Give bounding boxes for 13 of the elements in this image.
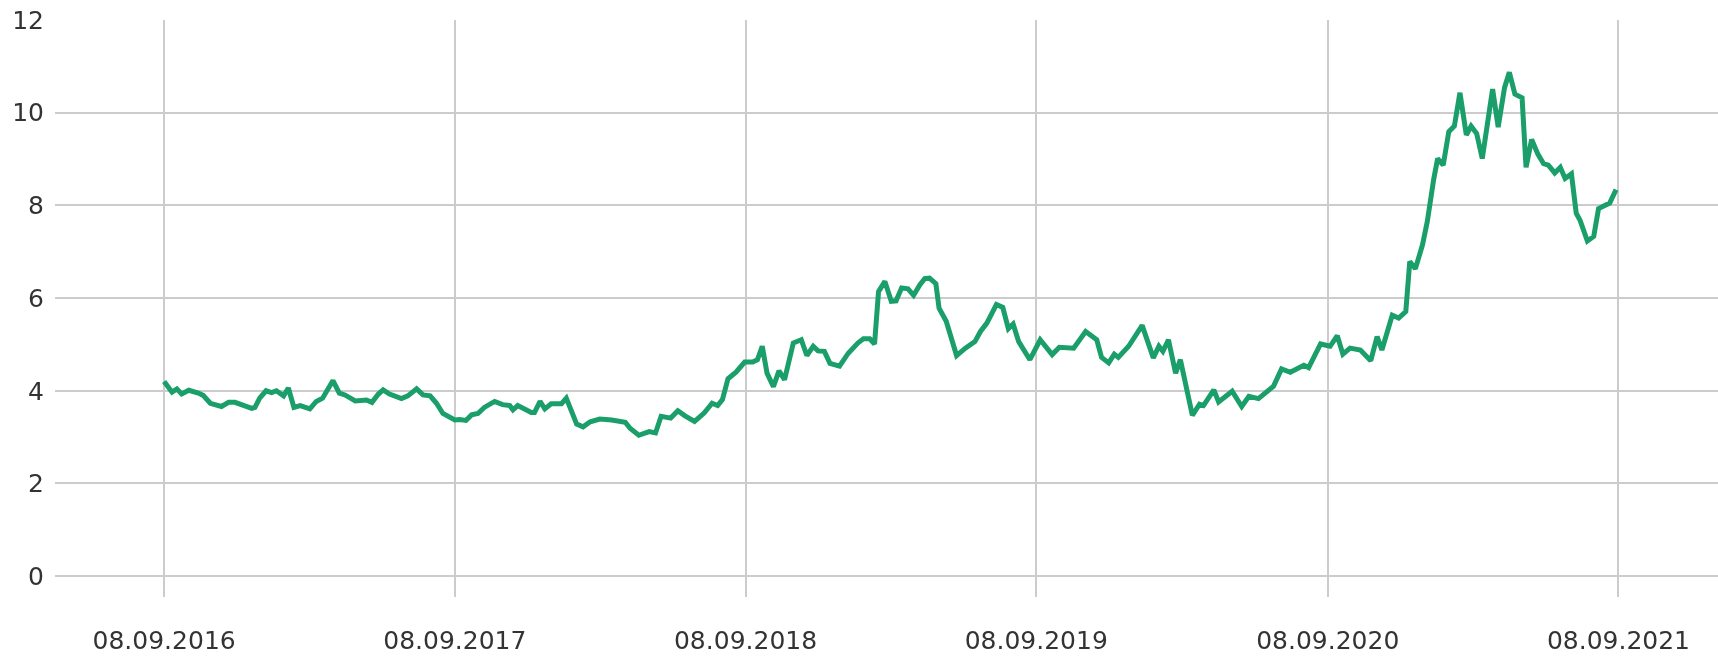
x-tick-label: 08.09.2018: [673, 626, 818, 655]
x-tick-label: 08.09.2019: [964, 626, 1108, 655]
y-tick-label: 4: [28, 376, 44, 406]
y-tick-label: 2: [28, 469, 44, 499]
x-tick-label: 08.09.2020: [1256, 626, 1400, 655]
y-tick-label: 8: [28, 191, 44, 221]
y-tick-label: 6: [28, 283, 44, 313]
y-tick-label: 0: [28, 561, 44, 591]
y-tick-label: 12: [12, 5, 44, 35]
y-tick-label: 10: [12, 98, 44, 128]
x-tick-label: 08.09.2016: [92, 626, 236, 655]
x-tick-label: 08.09.2017: [383, 626, 527, 655]
x-tick-label: 08.09.2021: [1546, 626, 1691, 655]
